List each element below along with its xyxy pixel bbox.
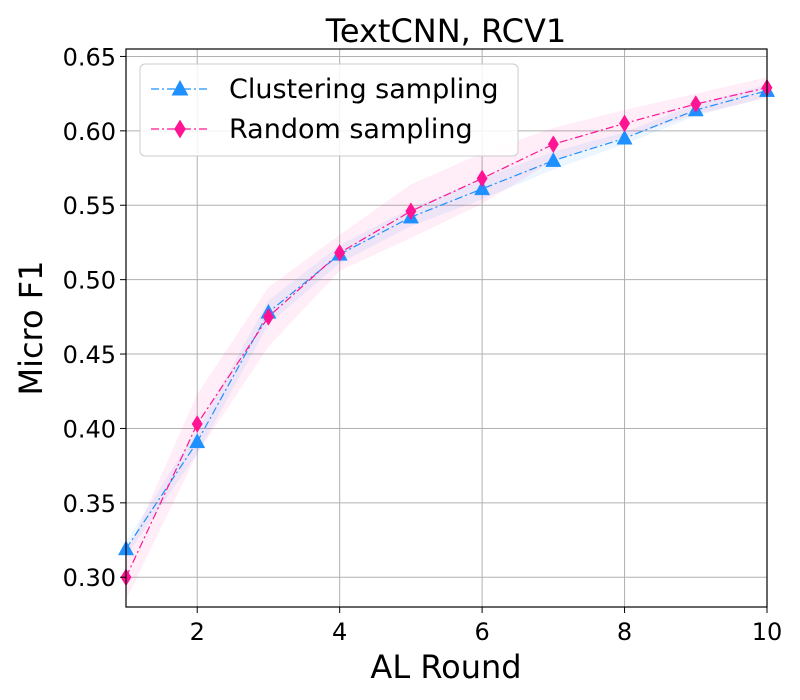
series-lines [126, 87, 767, 578]
plot-frame [125, 48, 768, 608]
legend: Clustering sampling Random sampling [139, 63, 519, 157]
legend-box [139, 63, 519, 157]
y-tick-label: 0.60 [63, 118, 116, 146]
x-tick-label: 8 [617, 618, 632, 646]
point-clustering-sampling [616, 129, 633, 145]
y-tick-label: 0.40 [63, 415, 116, 443]
point-clustering-sampling [474, 180, 491, 196]
point-random-sampling [262, 307, 274, 326]
x-tick-label: 4 [332, 618, 347, 646]
legend-marker-random [174, 119, 186, 139]
axis-ticks: 2 4 6 8 10 0.30 0.35 0.40 0.45 0.50 0.55 0.60 0.65 [63, 43, 783, 646]
y-tick-label: 0.65 [63, 43, 116, 71]
x-tick-label: 10 [752, 618, 783, 646]
y-tick-label: 0.30 [63, 564, 116, 592]
legend-label-clustering: Clustering sampling [229, 74, 498, 105]
point-random-sampling [191, 415, 203, 433]
x-tick-label: 2 [190, 618, 205, 646]
chart-title: TextCNN, RCV1 [325, 12, 567, 50]
point-random-sampling [547, 135, 559, 154]
series-line-random-sampling [126, 87, 767, 578]
point-clustering-sampling [545, 152, 562, 167]
y-tick-label: 0.45 [63, 341, 116, 369]
point-random-sampling [334, 243, 346, 262]
point-random-sampling [405, 202, 417, 221]
legend-marker-clustering [171, 79, 189, 96]
y-tick-label: 0.50 [63, 267, 116, 295]
y-tick-label: 0.55 [63, 192, 116, 220]
point-random-sampling [619, 114, 631, 133]
y-tick-label: 0.35 [63, 490, 116, 518]
y-axis-title: Micro F1 [12, 260, 50, 395]
series-line-clustering-sampling [126, 90, 767, 550]
point-random-sampling [690, 95, 702, 113]
x-tick-label: 6 [474, 618, 489, 646]
legend-label-random: Random sampling [229, 114, 473, 145]
point-clustering-sampling [189, 433, 206, 449]
x-axis-title: AL Round [370, 648, 521, 686]
point-random-sampling [476, 169, 488, 188]
